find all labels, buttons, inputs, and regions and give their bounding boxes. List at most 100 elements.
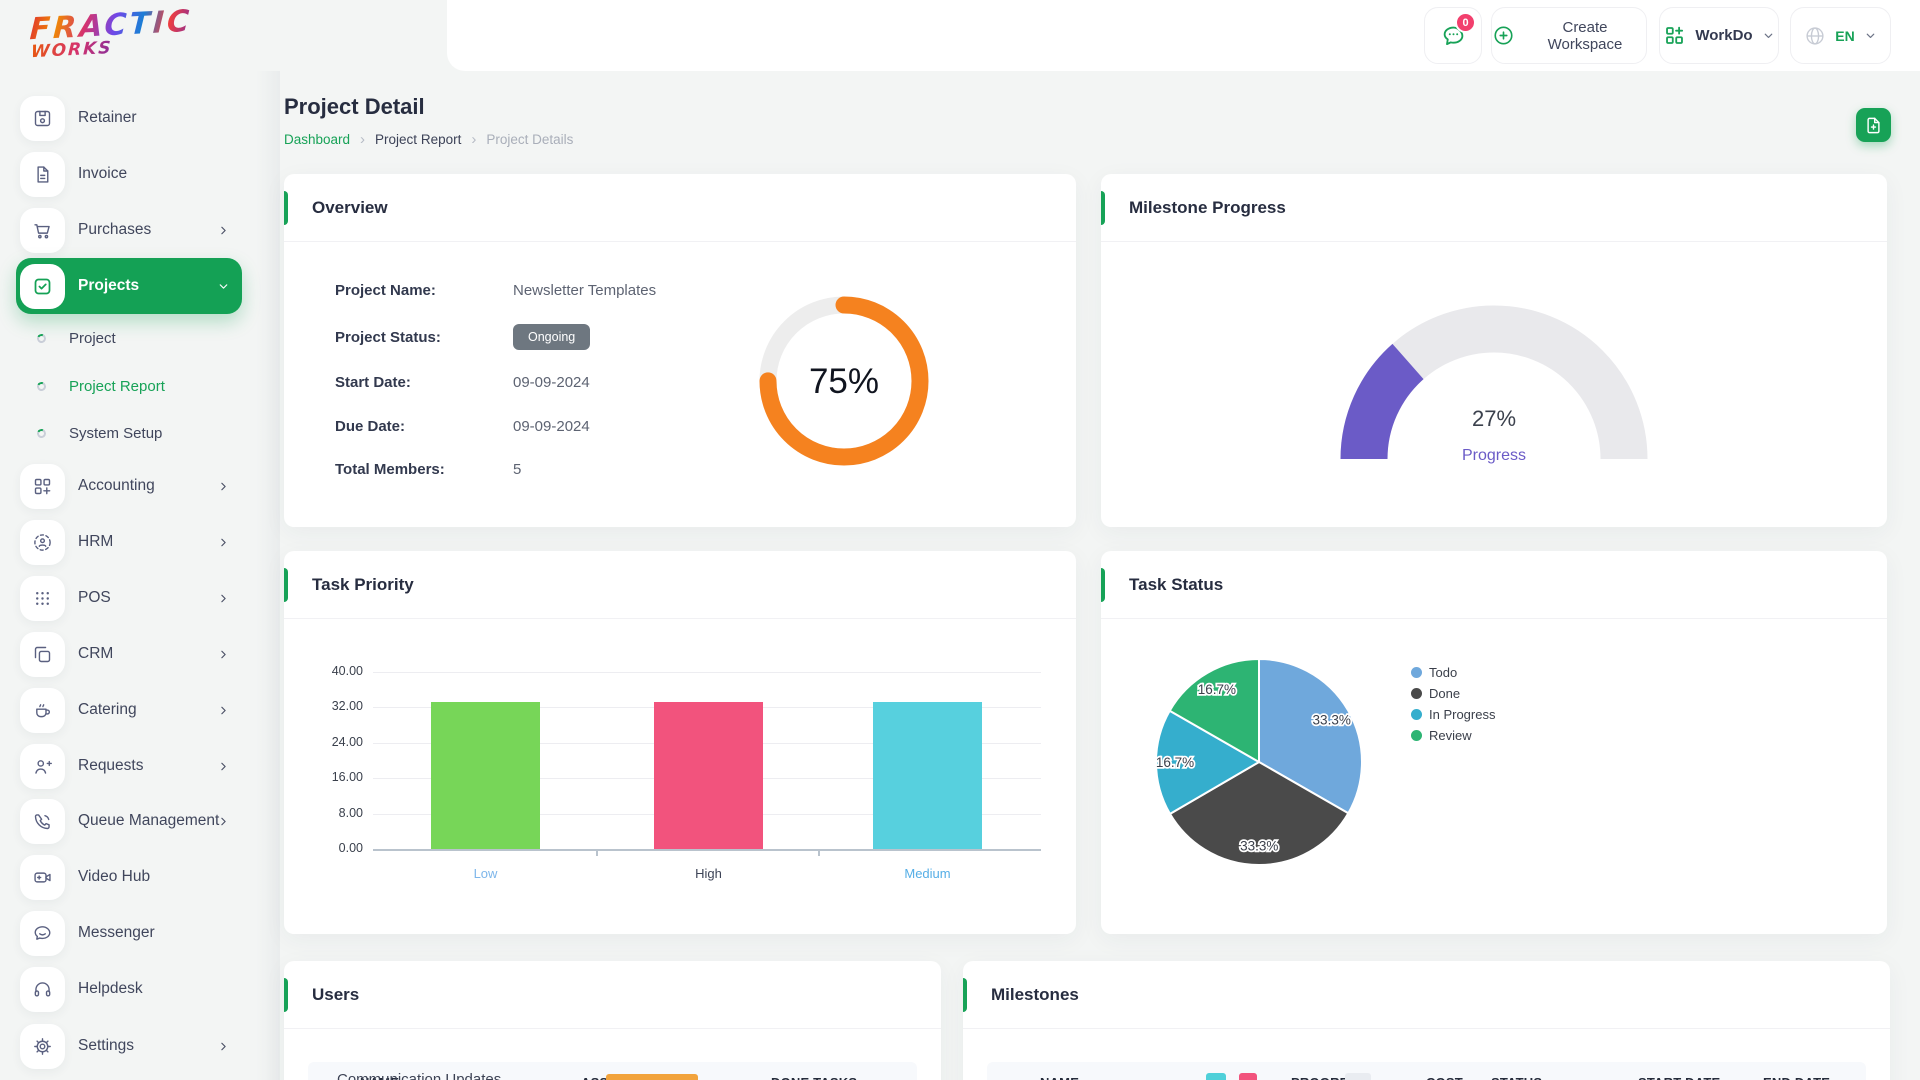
users-card-header: Users [284, 961, 941, 1029]
sidebar-item-messenger[interactable]: Messenger [16, 905, 242, 961]
create-workspace-button[interactable]: Create Workspace [1491, 7, 1647, 64]
sidebar-item-queue-management[interactable]: Queue Management [16, 793, 242, 849]
chevron-down-icon [217, 280, 230, 293]
overview-card-title: Overview [312, 197, 388, 217]
breadcrumb-project-report[interactable]: Project Report [375, 132, 462, 147]
bullet-ring-icon [35, 332, 48, 344]
sidebar-item-label: Helpdesk [78, 980, 143, 997]
breadcrumb-separator: › [471, 131, 477, 148]
sidebar-item-label: Purchases [78, 221, 152, 238]
milestone-progress-card: Milestone Progress 27% Progress [1101, 174, 1887, 527]
bar-low[interactable] [431, 701, 540, 849]
milestones-column-header: NAME [1040, 1075, 1079, 1080]
export-report-button[interactable] [1856, 108, 1891, 142]
chevron-right-icon [217, 815, 230, 828]
milestone-gauge-chart: 27% Progress [1304, 274, 1684, 489]
sidebar-item-pos[interactable]: POS [16, 570, 242, 626]
milestones-partial-row [963, 1073, 1890, 1080]
sidebar-item-label: Settings [78, 1037, 135, 1054]
sidebar-item-hrm[interactable]: HRM [16, 514, 242, 570]
sidebar-item-label: Queue Management [78, 812, 220, 829]
sidebar-item-catering[interactable]: Catering [16, 682, 242, 738]
cart-icon [20, 207, 65, 253]
sidebar-item-helpdesk[interactable]: Helpdesk [16, 961, 242, 1017]
message-bubble-icon [20, 910, 65, 956]
legend-label: In Progress [1429, 707, 1496, 722]
task-priority-card: Task Priority 0.00 8.00 16.00 24.00 32.00 40.… [284, 551, 1076, 934]
legend-item-review[interactable]: Review [1411, 728, 1495, 743]
legend-item-done[interactable]: Done [1411, 686, 1495, 701]
bullet-ring-icon [35, 380, 48, 392]
milestones-column-header: PROGRESS [1291, 1075, 1366, 1080]
globe-icon [1804, 25, 1826, 47]
dots-grid-icon [20, 575, 65, 621]
project-name-row: Project Name: Newsletter Templates [335, 282, 656, 299]
coffee-cup-icon [20, 687, 65, 733]
field-label: Project Name: [335, 282, 436, 299]
sidebar-subitem-project[interactable]: Project [16, 318, 242, 358]
task-priority-card-header: Task Priority [284, 551, 1076, 619]
legend-item-todo[interactable]: Todo [1411, 665, 1495, 680]
field-label: Project Status: [335, 328, 441, 346]
svg-text:75%: 75% [809, 362, 879, 401]
chevron-right-icon [217, 224, 230, 237]
sidebar-item-retainer[interactable]: Retainer [16, 90, 242, 146]
chevron-right-icon [217, 480, 230, 493]
task-status-card: Task Status 33.3% 33.3% 16.7% 16.7% Todo Don… [1101, 551, 1887, 934]
bar-high[interactable] [654, 701, 763, 849]
project-name-value: Newsletter Templates [513, 282, 657, 299]
sidebar-item-invoice[interactable]: Invoice [16, 146, 242, 202]
sidebar-item-settings[interactable]: Settings [16, 1018, 242, 1074]
breadcrumb-dashboard[interactable]: Dashboard [284, 132, 351, 147]
bar-medium[interactable] [873, 701, 982, 849]
workspace-switcher[interactable]: WorkDo [1659, 7, 1779, 64]
chevron-down-icon [1762, 29, 1775, 42]
language-selector[interactable]: EN [1790, 7, 1891, 64]
sidebar-item-label: Retainer [78, 109, 137, 126]
breadcrumb-separator: › [360, 131, 366, 148]
pie-slice-done [1169, 761, 1350, 867]
bar-category-label: Medium [904, 866, 951, 881]
brand-logo[interactable]: FRACTIC WORKS [29, 4, 194, 63]
sidebar-subitem-system-setup[interactable]: System Setup [16, 413, 242, 453]
sidebar-item-requests[interactable]: Requests [16, 738, 242, 794]
pie-slice-in-progress [1155, 709, 1260, 815]
sidebar-item-purchases[interactable]: Purchases [16, 202, 242, 258]
sidebar-item-label: Accounting [78, 477, 155, 494]
page-title: Project Detail [284, 94, 425, 119]
legend-item-in-progress[interactable]: In Progress [1411, 707, 1495, 722]
bar-category-label: Low [473, 866, 498, 881]
language-label: EN [1835, 27, 1855, 44]
sidebar-item-crm[interactable]: CRM [16, 626, 242, 682]
legend-label: Review [1429, 728, 1472, 743]
save-icon [20, 95, 65, 141]
grid-plus-icon [20, 463, 65, 509]
legend-label: Done [1429, 686, 1461, 701]
messages-button[interactable]: 0 [1424, 7, 1482, 64]
overview-card: Overview Project Name: Newsletter Templa… [284, 174, 1076, 527]
chevron-right-icon [217, 536, 230, 549]
sidebar-subitem-project-report[interactable]: Project Report [16, 366, 242, 406]
milestone-card-header: Milestone Progress [1101, 174, 1887, 242]
create-workspace-label: Create Workspace [1547, 18, 1623, 53]
sidebar-item-projects[interactable]: Projects [16, 258, 242, 314]
file-plus-icon [1864, 116, 1883, 135]
bar-category-label: High [695, 866, 722, 881]
breadcrumb-project-details: Project Details [486, 132, 574, 147]
sidebar-item-label: CRM [78, 645, 114, 662]
chevron-right-icon [217, 1040, 230, 1053]
sidebar-item-label: Catering [78, 701, 137, 718]
progress-chip [1206, 1073, 1226, 1080]
sidebar-item-video-hub[interactable]: Video Hub [16, 849, 242, 905]
milestones-column-header: START DATE [1638, 1075, 1720, 1080]
field-label: Start Date: [335, 374, 411, 391]
sidebar-item-accounting[interactable]: Accounting [16, 458, 242, 514]
video-camera-icon [20, 854, 65, 900]
workspace-label: WorkDo [1695, 27, 1753, 44]
legend-label: Todo [1429, 665, 1458, 680]
sidebar-item-label: HRM [78, 533, 114, 550]
check-square-icon [20, 263, 65, 309]
brand-logo-line2: WORKS [30, 37, 114, 63]
bullet-ring-icon [35, 427, 48, 439]
